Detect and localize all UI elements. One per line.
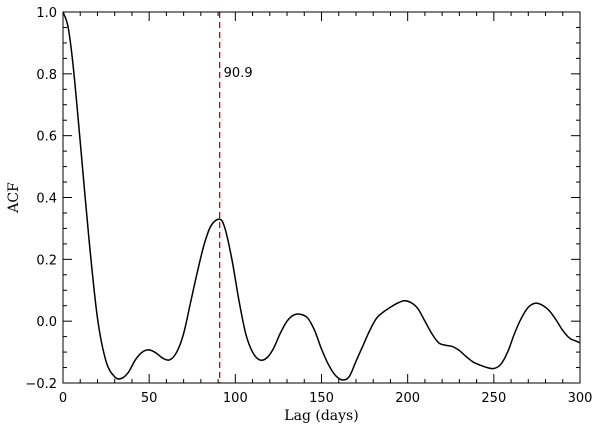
axis-ticks — [62, 11, 581, 384]
acf-series-line — [62, 11, 581, 381]
y-tick-label: 0.4 — [36, 192, 57, 207]
x-tick-label: 0 — [59, 391, 67, 406]
x-tick-label: 300 — [568, 391, 593, 406]
tick-labels: 0 50 100 150 200 250 300 −0.2 0.0 0.2 0.4 0.6 0.8 1.0 — [25, 6, 592, 406]
plot-frame — [62, 11, 581, 384]
y-tick-label: 0.6 — [36, 130, 57, 145]
x-tick-label: 150 — [309, 391, 334, 406]
y-tick-label: 0.0 — [36, 315, 57, 330]
y-tick-label: 1.0 — [36, 6, 57, 21]
x-tick-label: 100 — [223, 391, 248, 406]
x-tick-label: 200 — [395, 391, 420, 406]
y-tick-label: 0.8 — [36, 68, 57, 83]
y-axis-title: ACF — [6, 182, 22, 214]
period-marker-label: 90.9 — [224, 66, 253, 81]
y-tick-label: 0.2 — [36, 253, 57, 268]
x-tick-label: 250 — [481, 391, 506, 406]
y-tick-label: −0.2 — [25, 377, 57, 392]
x-tick-label: 50 — [141, 391, 158, 406]
x-axis-title: Lag (days) — [284, 408, 358, 424]
